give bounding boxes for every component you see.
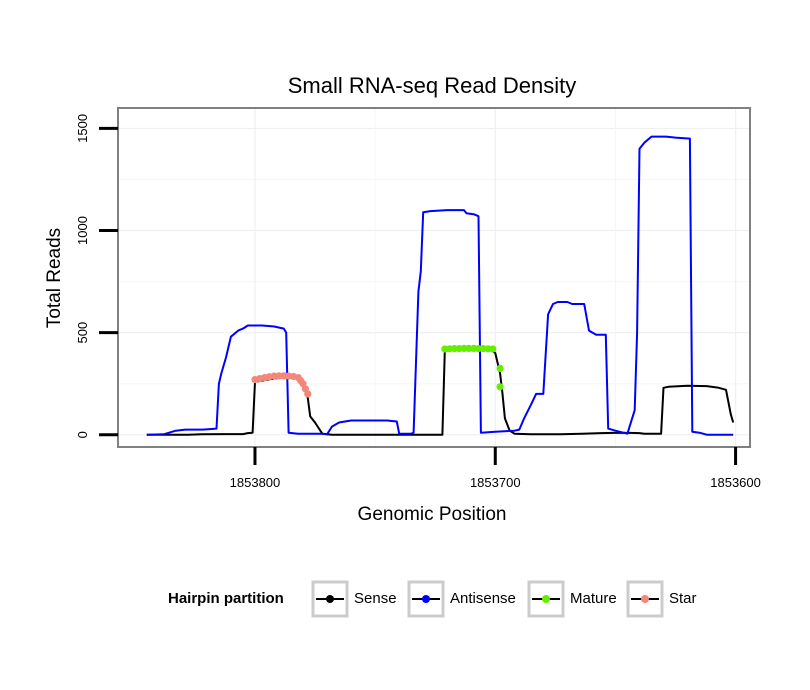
chart-title: Small RNA-seq Read Density bbox=[288, 73, 577, 98]
legend-label-star: Star bbox=[669, 590, 697, 607]
series-line-antisense bbox=[146, 135, 734, 436]
legend-label-antisense: Antisense bbox=[450, 590, 516, 607]
plot-panel bbox=[117, 107, 751, 448]
legend-key-point bbox=[326, 595, 334, 603]
legend-label-mature: Mature bbox=[570, 590, 617, 607]
grid-lines bbox=[119, 109, 749, 446]
data-point-mature bbox=[496, 383, 504, 391]
axes: 0 500 1000 1500 1853800 1853700 1853600 bbox=[75, 114, 761, 490]
y-axis-label: Total Reads bbox=[44, 228, 65, 328]
x-axis-label: Genomic Position bbox=[358, 504, 507, 525]
legend-key-point bbox=[641, 595, 649, 603]
y-tick-label: 0 bbox=[75, 431, 90, 438]
x-tick-label: 1853700 bbox=[470, 475, 521, 490]
legend-title: Hairpin partition bbox=[168, 590, 284, 607]
x-tick-label: 1853600 bbox=[710, 475, 761, 490]
legend-key-point bbox=[542, 595, 550, 603]
legend-key-sense bbox=[311, 580, 349, 618]
legend-key-mature bbox=[527, 580, 565, 618]
y-tick-label: 1500 bbox=[75, 114, 90, 143]
legend-label-sense: Sense bbox=[354, 590, 397, 607]
legend: Hairpin partition Sense Antisense Mature St… bbox=[168, 580, 697, 618]
legend-key-point bbox=[422, 595, 430, 603]
y-tick-label: 1000 bbox=[75, 216, 90, 245]
series-layer bbox=[146, 135, 735, 436]
data-point-mature bbox=[489, 345, 497, 353]
series-antisense bbox=[146, 135, 734, 436]
x-tick-label: 1853800 bbox=[230, 475, 281, 490]
y-tick-label: 500 bbox=[75, 322, 90, 344]
legend-key-antisense bbox=[407, 580, 445, 618]
data-point-star bbox=[304, 390, 312, 398]
legend-key-star bbox=[626, 580, 664, 618]
series-mature bbox=[441, 344, 504, 391]
data-point-mature bbox=[496, 364, 504, 372]
series-star bbox=[251, 372, 312, 398]
